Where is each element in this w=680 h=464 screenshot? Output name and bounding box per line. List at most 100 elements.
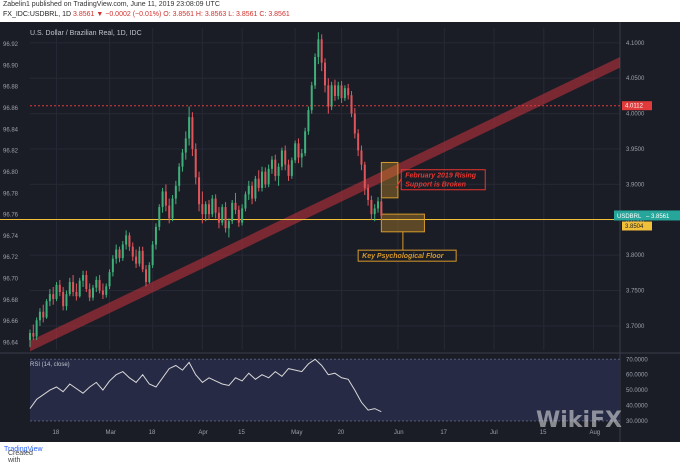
candle	[78, 280, 81, 297]
candle	[300, 153, 303, 158]
candle	[38, 311, 41, 321]
candle	[174, 185, 177, 199]
candle	[207, 204, 210, 215]
candle	[314, 57, 317, 86]
candle	[353, 113, 356, 134]
candle	[270, 159, 273, 169]
candle	[284, 150, 287, 165]
candle	[35, 320, 38, 337]
candle	[52, 294, 55, 300]
candle	[370, 199, 373, 215]
ohlc-readout: 3.8561 ▼ −0.0002 (−0.01%) O: 3.8561 H: 3…	[73, 11, 290, 18]
candle	[330, 85, 333, 107]
annotation-box-2	[357, 249, 457, 262]
candle	[75, 291, 78, 297]
candle	[72, 282, 75, 292]
candle	[201, 204, 204, 215]
left-tick-label: 96.74	[3, 234, 19, 240]
right-tick-label: 3.7500	[626, 289, 645, 295]
candle	[360, 150, 363, 165]
candle	[274, 159, 277, 176]
candle	[327, 85, 330, 107]
left-tick-label: 96.64	[3, 341, 19, 347]
candle	[280, 150, 283, 167]
rsi-tick-label: 40.0000	[626, 404, 648, 410]
x-tick-label: Apr	[198, 430, 207, 436]
candle	[42, 311, 45, 318]
left-tick-label: 96.76	[3, 213, 19, 219]
last-price-tag	[614, 210, 680, 221]
candle	[98, 279, 101, 291]
candle	[277, 166, 280, 176]
rising-support-channel	[30, 57, 620, 352]
candle	[231, 202, 234, 222]
candle	[151, 244, 154, 266]
candle	[294, 143, 297, 161]
left-tick-label: 96.78	[3, 191, 19, 197]
candle	[48, 294, 51, 302]
annotation-text-1a: February 2019 Rising	[405, 173, 477, 180]
candle	[168, 205, 171, 219]
publish-header: Zabelin1 published on TradingView.com, J…	[0, 0, 680, 22]
chart-area[interactable]: 96.64 96.66 96.68 96.70 96.72 96.74 96.76 96.78…	[0, 22, 680, 442]
x-tick-label: Jun	[394, 430, 404, 436]
candle	[125, 235, 128, 245]
candle	[267, 168, 270, 185]
left-tick-label: 96.88	[3, 85, 19, 91]
symbol-label: FX_IDC:USDBRL, 1D	[3, 11, 72, 18]
candle	[101, 290, 104, 295]
footer-brand[interactable]: TradingView	[4, 446, 43, 453]
candle	[85, 274, 88, 290]
right-tick-label: 4.0000	[626, 112, 645, 118]
candle	[82, 274, 85, 281]
left-tick-label: 96.80	[3, 170, 19, 176]
candle	[377, 201, 380, 209]
annotation-text-2: Key Psychological Floor	[362, 253, 445, 260]
highlight-box-2	[380, 213, 425, 233]
rsi-tick-label: 50.0000	[626, 388, 648, 394]
candle	[115, 249, 118, 259]
candle	[68, 282, 71, 295]
rsi-line	[29, 358, 382, 413]
candle	[29, 333, 31, 341]
candle	[178, 166, 181, 186]
candle	[234, 202, 237, 210]
left-tick-label: 96.92	[3, 42, 19, 48]
candle	[367, 187, 370, 200]
candle	[227, 221, 230, 229]
annotation-text-1b: Support is Broken	[405, 182, 466, 189]
resistance-price-tag	[622, 101, 652, 111]
candle	[184, 138, 187, 153]
right-tick-label: 4.1000	[626, 41, 645, 47]
x-tick-label: 18	[149, 430, 156, 436]
x-tick-label: May	[291, 430, 302, 436]
candle	[380, 201, 383, 216]
candle	[347, 88, 350, 96]
right-tick-label: 4.0500	[626, 76, 645, 82]
candle	[188, 117, 191, 139]
candle	[55, 284, 58, 300]
candle	[373, 208, 376, 215]
support-price-value: 3.8504	[625, 224, 644, 230]
rsi-title: RSI (14, close)	[30, 362, 70, 368]
x-tick-label: Mar	[106, 430, 116, 436]
candle	[290, 160, 293, 176]
x-tick-label: 15	[540, 430, 547, 436]
candle	[257, 178, 260, 188]
candle	[135, 256, 138, 264]
publish-info: Zabelin1 published on TradingView.com, J…	[3, 1, 220, 8]
candle	[171, 198, 174, 219]
right-tick-label: 3.9000	[626, 182, 645, 188]
price-chart-svg[interactable]: 96.64 96.66 96.68 96.70 96.72 96.74 96.76 96.78…	[0, 22, 680, 442]
candle	[65, 294, 68, 307]
candle	[45, 301, 48, 318]
support-price-tag	[622, 221, 652, 231]
candle	[310, 85, 313, 111]
x-tick-label: 20	[338, 430, 345, 436]
candle	[343, 88, 346, 99]
candle	[121, 244, 124, 258]
candle	[320, 39, 323, 63]
x-tick-label: 15	[238, 430, 245, 436]
candle	[164, 191, 167, 206]
candle	[148, 265, 151, 283]
